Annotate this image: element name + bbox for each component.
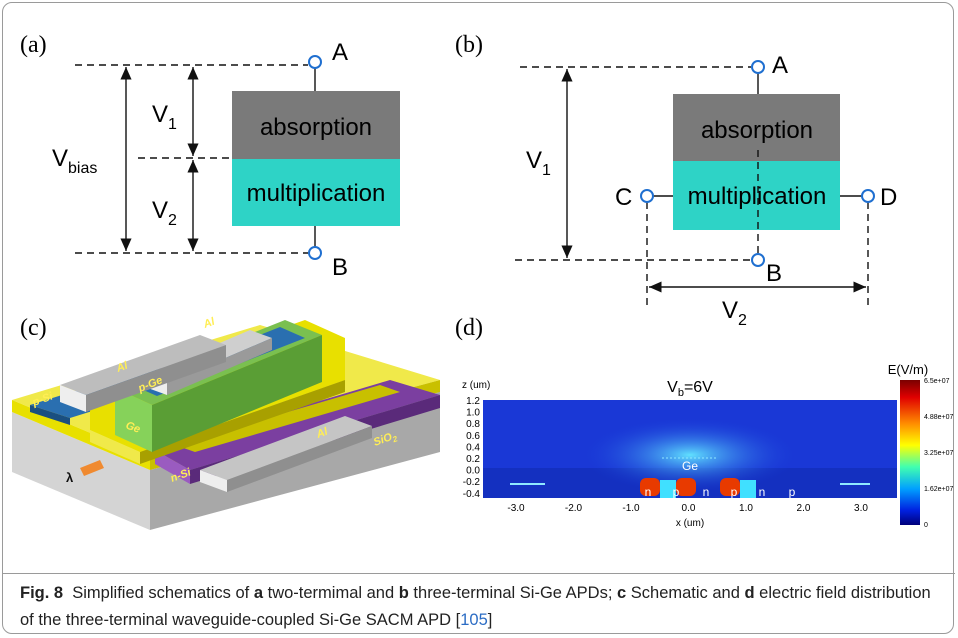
y-tick-label: -0.2 [463,477,481,488]
schematic-a [75,56,400,259]
x-tick-label: -1.0 [622,503,640,514]
caption-text: Schematic and [626,584,744,602]
caption-text: ] [488,611,493,629]
colorbar-tick-label: 4.88e+07 [924,414,953,421]
x-tick-label: -2.0 [565,503,583,514]
layer-label: absorption [260,114,372,141]
x-tick-label: 3.0 [854,503,868,514]
device-3d [12,320,440,530]
y-tick-label: 0.8 [466,419,480,430]
voltage-label: V1 [526,147,551,179]
caption: Fig. 8 Simplified schematics of a two-te… [20,580,940,634]
caption-bold: c [617,584,626,602]
colorbar-tick-label: 3.25e+07 [924,450,953,457]
terminal-label: B [332,254,348,281]
caption-text: Simplified schematics of [72,584,254,602]
y-tick-label: 0.6 [466,431,480,442]
terminal-label: A [332,39,348,66]
y-tick-label: -0.4 [463,489,481,500]
wavelength-label: λ [66,470,74,485]
x-tick-label: -3.0 [507,503,525,514]
region-label: n [703,485,710,499]
y-tick-label: 0.0 [466,466,480,477]
region-label: n [759,485,766,499]
x-tick-label: 2.0 [797,503,811,514]
voltage-label: V2 [722,297,747,329]
panel-label: (c) [20,315,47,341]
terminal-label: D [880,184,897,211]
figure: (a) absorption multiplication A B V1 V2 … [0,0,958,638]
region-label: p [789,485,796,499]
y-tick-label: 0.2 [466,454,480,465]
reference-link[interactable]: 105 [460,611,488,629]
voltage-label: Vbias [52,145,97,177]
region-label: p [731,485,738,499]
terminal-label: B [766,260,782,287]
plot-title: Vb=6V [667,379,713,399]
material-label: Ge [682,459,698,473]
x-axis-label: x (um) [676,518,704,529]
x-tick-label: 1.0 [739,503,753,514]
device-label: Al [201,315,217,331]
y-tick-label: 0.4 [466,442,480,453]
terminal-label: A [772,52,788,79]
layer-label: multiplication [247,180,386,207]
colorbar-tick-label: 1.62e+07 [924,486,953,493]
panel-label: (d) [455,315,483,341]
colorbar-tick-label: 6.5e+07 [924,378,950,385]
y-tick-label: 1.2 [466,396,480,407]
colorbar-title: E(V/m) [888,362,928,377]
y-tick-label: 1.0 [466,408,480,419]
region-label: p [673,485,680,499]
voltage-label: V1 [152,101,177,133]
caption-label: Fig. 8 [20,584,63,602]
caption-text: three-terminal Si-Ge APDs; [409,584,617,602]
caption-bold: d [745,584,755,602]
colorbar-tick-label: 0 [924,522,928,529]
layer-label: absorption [701,117,813,144]
panel-label: (b) [455,32,483,58]
y-axis-label: z (um) [462,380,490,391]
voltage-label: V2 [152,197,177,229]
caption-bold: b [399,584,409,602]
region-label: n [645,485,652,499]
panel-label: (a) [20,32,47,58]
x-tick-label: 0.0 [682,503,696,514]
caption-text: two-termimal and [263,584,399,602]
separator [3,573,955,574]
caption-bold: a [254,584,263,602]
terminal-label: C [615,184,632,211]
layer-label: multiplication [688,183,827,210]
